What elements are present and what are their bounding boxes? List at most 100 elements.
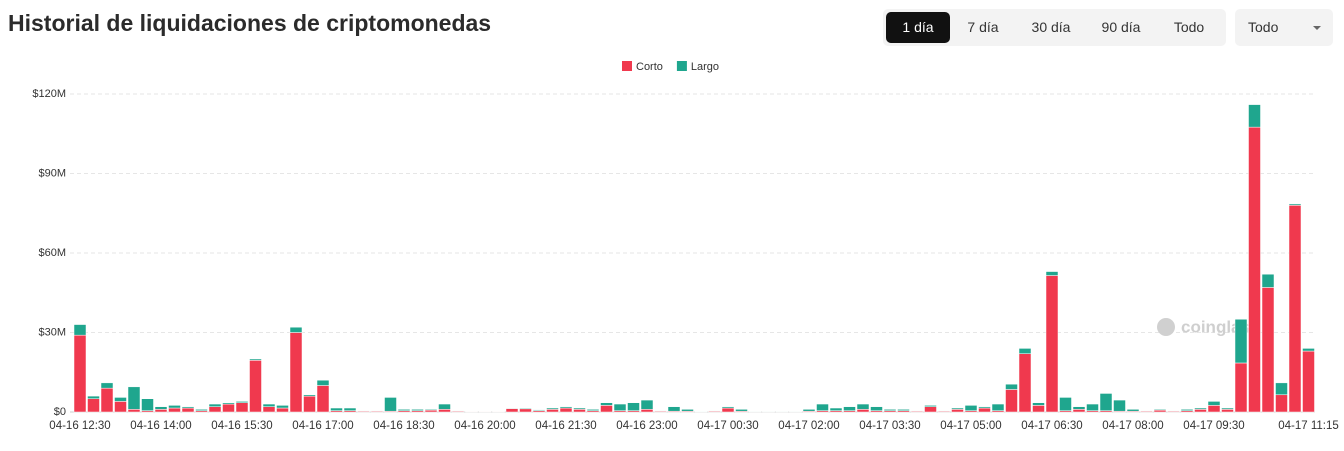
- bar-segment: [424, 409, 438, 413]
- x-tick-label: 04-16 20:00: [454, 420, 515, 432]
- bar-segment: [168, 407, 181, 413]
- bar-segment: [303, 394, 316, 397]
- bar-segment: [937, 410, 951, 412]
- bar-segment: [640, 399, 654, 410]
- bar-segment: [1032, 402, 1045, 406]
- bar-segment: [1221, 407, 1234, 410]
- bar-segment: [154, 409, 168, 413]
- bar-segment: [1032, 405, 1045, 413]
- range-button[interactable]: Todo: [1173, 19, 1205, 35]
- bar-segment: [856, 403, 870, 410]
- bar-segment: [357, 410, 370, 412]
- bar-segment: [505, 407, 519, 409]
- bar-segment: [546, 407, 559, 410]
- bar-segment: [681, 409, 694, 412]
- range-selector: 1 día 7 día 30 día 90 día Todo: [883, 9, 1226, 46]
- bar-segment: [1153, 409, 1167, 411]
- legend-swatch: [622, 61, 632, 71]
- bar-segment: [438, 403, 451, 410]
- bar-segment: [235, 402, 249, 413]
- x-tick-label: 04-16 18:30: [373, 420, 434, 432]
- x-tick-label: 04-16 17:00: [292, 420, 353, 432]
- bar-segment: [262, 406, 276, 413]
- bar-segment: [1086, 403, 1099, 411]
- bar-segment: [1248, 104, 1261, 128]
- bar-segment: [100, 382, 114, 389]
- bar-segment: [924, 406, 937, 413]
- bar-segment: [627, 402, 640, 411]
- bar-segment: [1302, 350, 1315, 413]
- y-tick-label: $0: [54, 406, 66, 418]
- bar-segment: [870, 406, 883, 411]
- bar-segment: [222, 403, 235, 413]
- bar-segment: [573, 407, 586, 410]
- bar-segment: [1288, 205, 1302, 413]
- bar-segment: [505, 408, 519, 413]
- range-button[interactable]: 1 día: [886, 12, 950, 43]
- bar-segment: [951, 407, 964, 410]
- bar-segment: [600, 405, 613, 413]
- x-tick-label: 04-17 05:00: [940, 420, 1001, 432]
- bar-segment: [1234, 362, 1248, 413]
- bar-segment: [289, 326, 303, 333]
- x-tick-label: 04-16 15:30: [211, 420, 272, 432]
- bar-segment: [1099, 393, 1113, 411]
- range-button[interactable]: 7 día: [967, 19, 999, 35]
- x-tick-label: 04-17 08:00: [1102, 420, 1163, 432]
- bar-segment: [1207, 401, 1221, 406]
- bar-segment: [1180, 409, 1194, 411]
- bar-segment: [559, 407, 573, 413]
- bar-segment: [1018, 353, 1032, 413]
- bar-segment: [208, 406, 222, 413]
- y-tick-label: $60M: [38, 247, 66, 259]
- bar-segment: [1275, 394, 1288, 413]
- bar-segment: [1248, 126, 1261, 413]
- bar-segment: [519, 407, 532, 410]
- bar-segment: [883, 409, 897, 411]
- bar-segment: [181, 406, 195, 409]
- bar-segment: [73, 334, 87, 413]
- bar-segment: [222, 402, 235, 405]
- bar-segment: [276, 405, 289, 409]
- bar-segment: [154, 406, 168, 410]
- y-tick-label: $90M: [38, 167, 66, 179]
- bar-segment: [829, 407, 843, 411]
- bar-segment: [451, 410, 465, 412]
- bar-segment: [748, 410, 762, 412]
- range-button[interactable]: 90 día: [1101, 19, 1141, 35]
- bar-segment: [100, 387, 114, 413]
- bar-segment: [978, 406, 991, 409]
- bar-segment: [1302, 348, 1315, 352]
- bar-segment: [1045, 275, 1059, 413]
- bar-segment: [1072, 406, 1086, 410]
- bar-segment: [1261, 287, 1275, 413]
- bar-segment: [127, 386, 141, 410]
- x-tick-label: 04-16 21:30: [535, 420, 596, 432]
- bar-segment: [789, 410, 802, 412]
- bar-segment: [735, 409, 748, 412]
- bar-segment: [1221, 409, 1234, 413]
- bar-segment: [816, 403, 829, 411]
- legend-label: Largo: [691, 61, 719, 73]
- range-button[interactable]: 30 día: [1031, 19, 1071, 35]
- bar-segment: [951, 409, 964, 413]
- bar-segment: [397, 409, 411, 411]
- dropdown[interactable]: Todo: [1235, 9, 1333, 46]
- watermark: coinglass: [1181, 317, 1259, 336]
- bar-segment: [1045, 271, 1059, 276]
- y-tick-label: $30M: [38, 326, 66, 338]
- bar-segment: [1167, 410, 1180, 412]
- x-tick-label: 04-17 09:30: [1183, 420, 1244, 432]
- bar-segment: [1194, 409, 1207, 413]
- bar-segment: [424, 409, 438, 411]
- x-tick-label: 04-17 11:15: [1278, 420, 1339, 432]
- x-tick-label: 04-17 00:30: [697, 420, 758, 432]
- bar-segment: [114, 401, 127, 413]
- bar-segment: [910, 410, 924, 412]
- bar-segment: [613, 403, 627, 411]
- bar-segment: [262, 403, 276, 407]
- x-tick-label: 04-16 23:00: [616, 420, 677, 432]
- bar-segment: [249, 360, 262, 413]
- page-title: Historial de liquidaciones de criptomone…: [8, 10, 492, 36]
